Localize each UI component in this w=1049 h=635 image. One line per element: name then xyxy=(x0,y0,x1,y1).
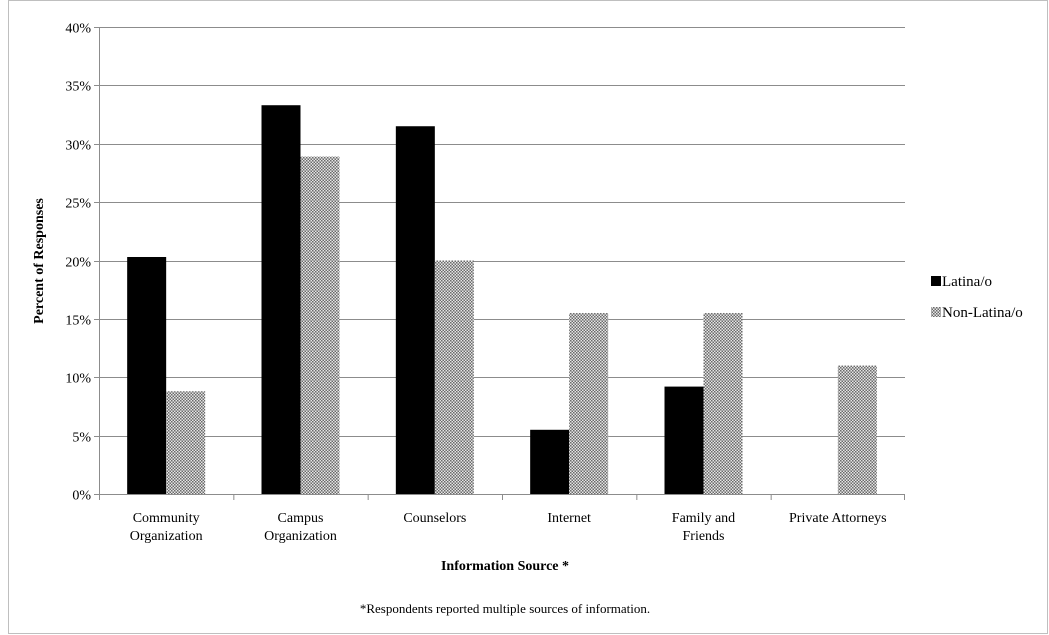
bar-non-latina-o xyxy=(569,313,609,494)
x-tick-label: Community Organization xyxy=(130,511,203,544)
y-tick-label: 15% xyxy=(65,314,91,329)
legend-label: Non-Latina/o xyxy=(942,305,1023,321)
legend: Latina/o Non-Latina/o xyxy=(931,274,1023,321)
x-tick-label: Private Attorneys xyxy=(789,511,887,526)
x-tick-label: Internet xyxy=(547,511,591,526)
y-tick-label: 40% xyxy=(65,22,91,37)
legend-label: Latina/o xyxy=(942,274,992,290)
bar-non-latina-o xyxy=(837,365,877,494)
chart-frame: 0% 5% 10% 15% 20% 25% 30% 35% 40% Community Organ… xyxy=(8,0,1048,634)
bar-latina-o xyxy=(395,126,435,495)
legend-swatch xyxy=(931,307,941,317)
y-axis-title: Percent of Responses xyxy=(32,198,47,324)
y-tick-label: 25% xyxy=(65,197,91,212)
x-tick-label: Family and Friends xyxy=(672,511,735,544)
bar-latina-o xyxy=(664,386,704,494)
bar-non-latina-o xyxy=(166,391,206,494)
bar-latina-o xyxy=(261,105,301,494)
bar-latina-o xyxy=(530,429,570,494)
bars xyxy=(127,105,877,495)
y-tick-label: 20% xyxy=(65,256,91,271)
y-tick-label: 0% xyxy=(72,489,91,504)
gridlines xyxy=(99,27,905,437)
bar-chart: 0% 5% 10% 15% 20% 25% 30% 35% 40% Community Organ… xyxy=(32,22,1023,617)
y-tick-label: 30% xyxy=(65,139,91,154)
x-tick-label: Campus Organization xyxy=(264,511,337,544)
y-tick-labels: 0% 5% 10% 15% 20% 25% 30% 35% 40% xyxy=(65,22,91,504)
y-tick-label: 10% xyxy=(65,372,91,387)
x-tick-label: Counselors xyxy=(403,511,466,526)
bar-non-latina-o xyxy=(434,260,474,494)
bar-non-latina-o xyxy=(703,313,743,494)
axes xyxy=(94,27,905,500)
footnote: *Respondents reported multiple sources o… xyxy=(360,601,650,616)
y-tick-label: 35% xyxy=(65,80,91,95)
x-axis-title: Information Source * xyxy=(441,559,569,574)
y-tick-label: 5% xyxy=(72,431,91,446)
x-tick-labels: Community Organization Campus Organization C… xyxy=(130,511,887,544)
bar-latina-o xyxy=(127,256,167,494)
bar-non-latina-o xyxy=(300,156,340,494)
legend-swatch xyxy=(931,276,941,286)
